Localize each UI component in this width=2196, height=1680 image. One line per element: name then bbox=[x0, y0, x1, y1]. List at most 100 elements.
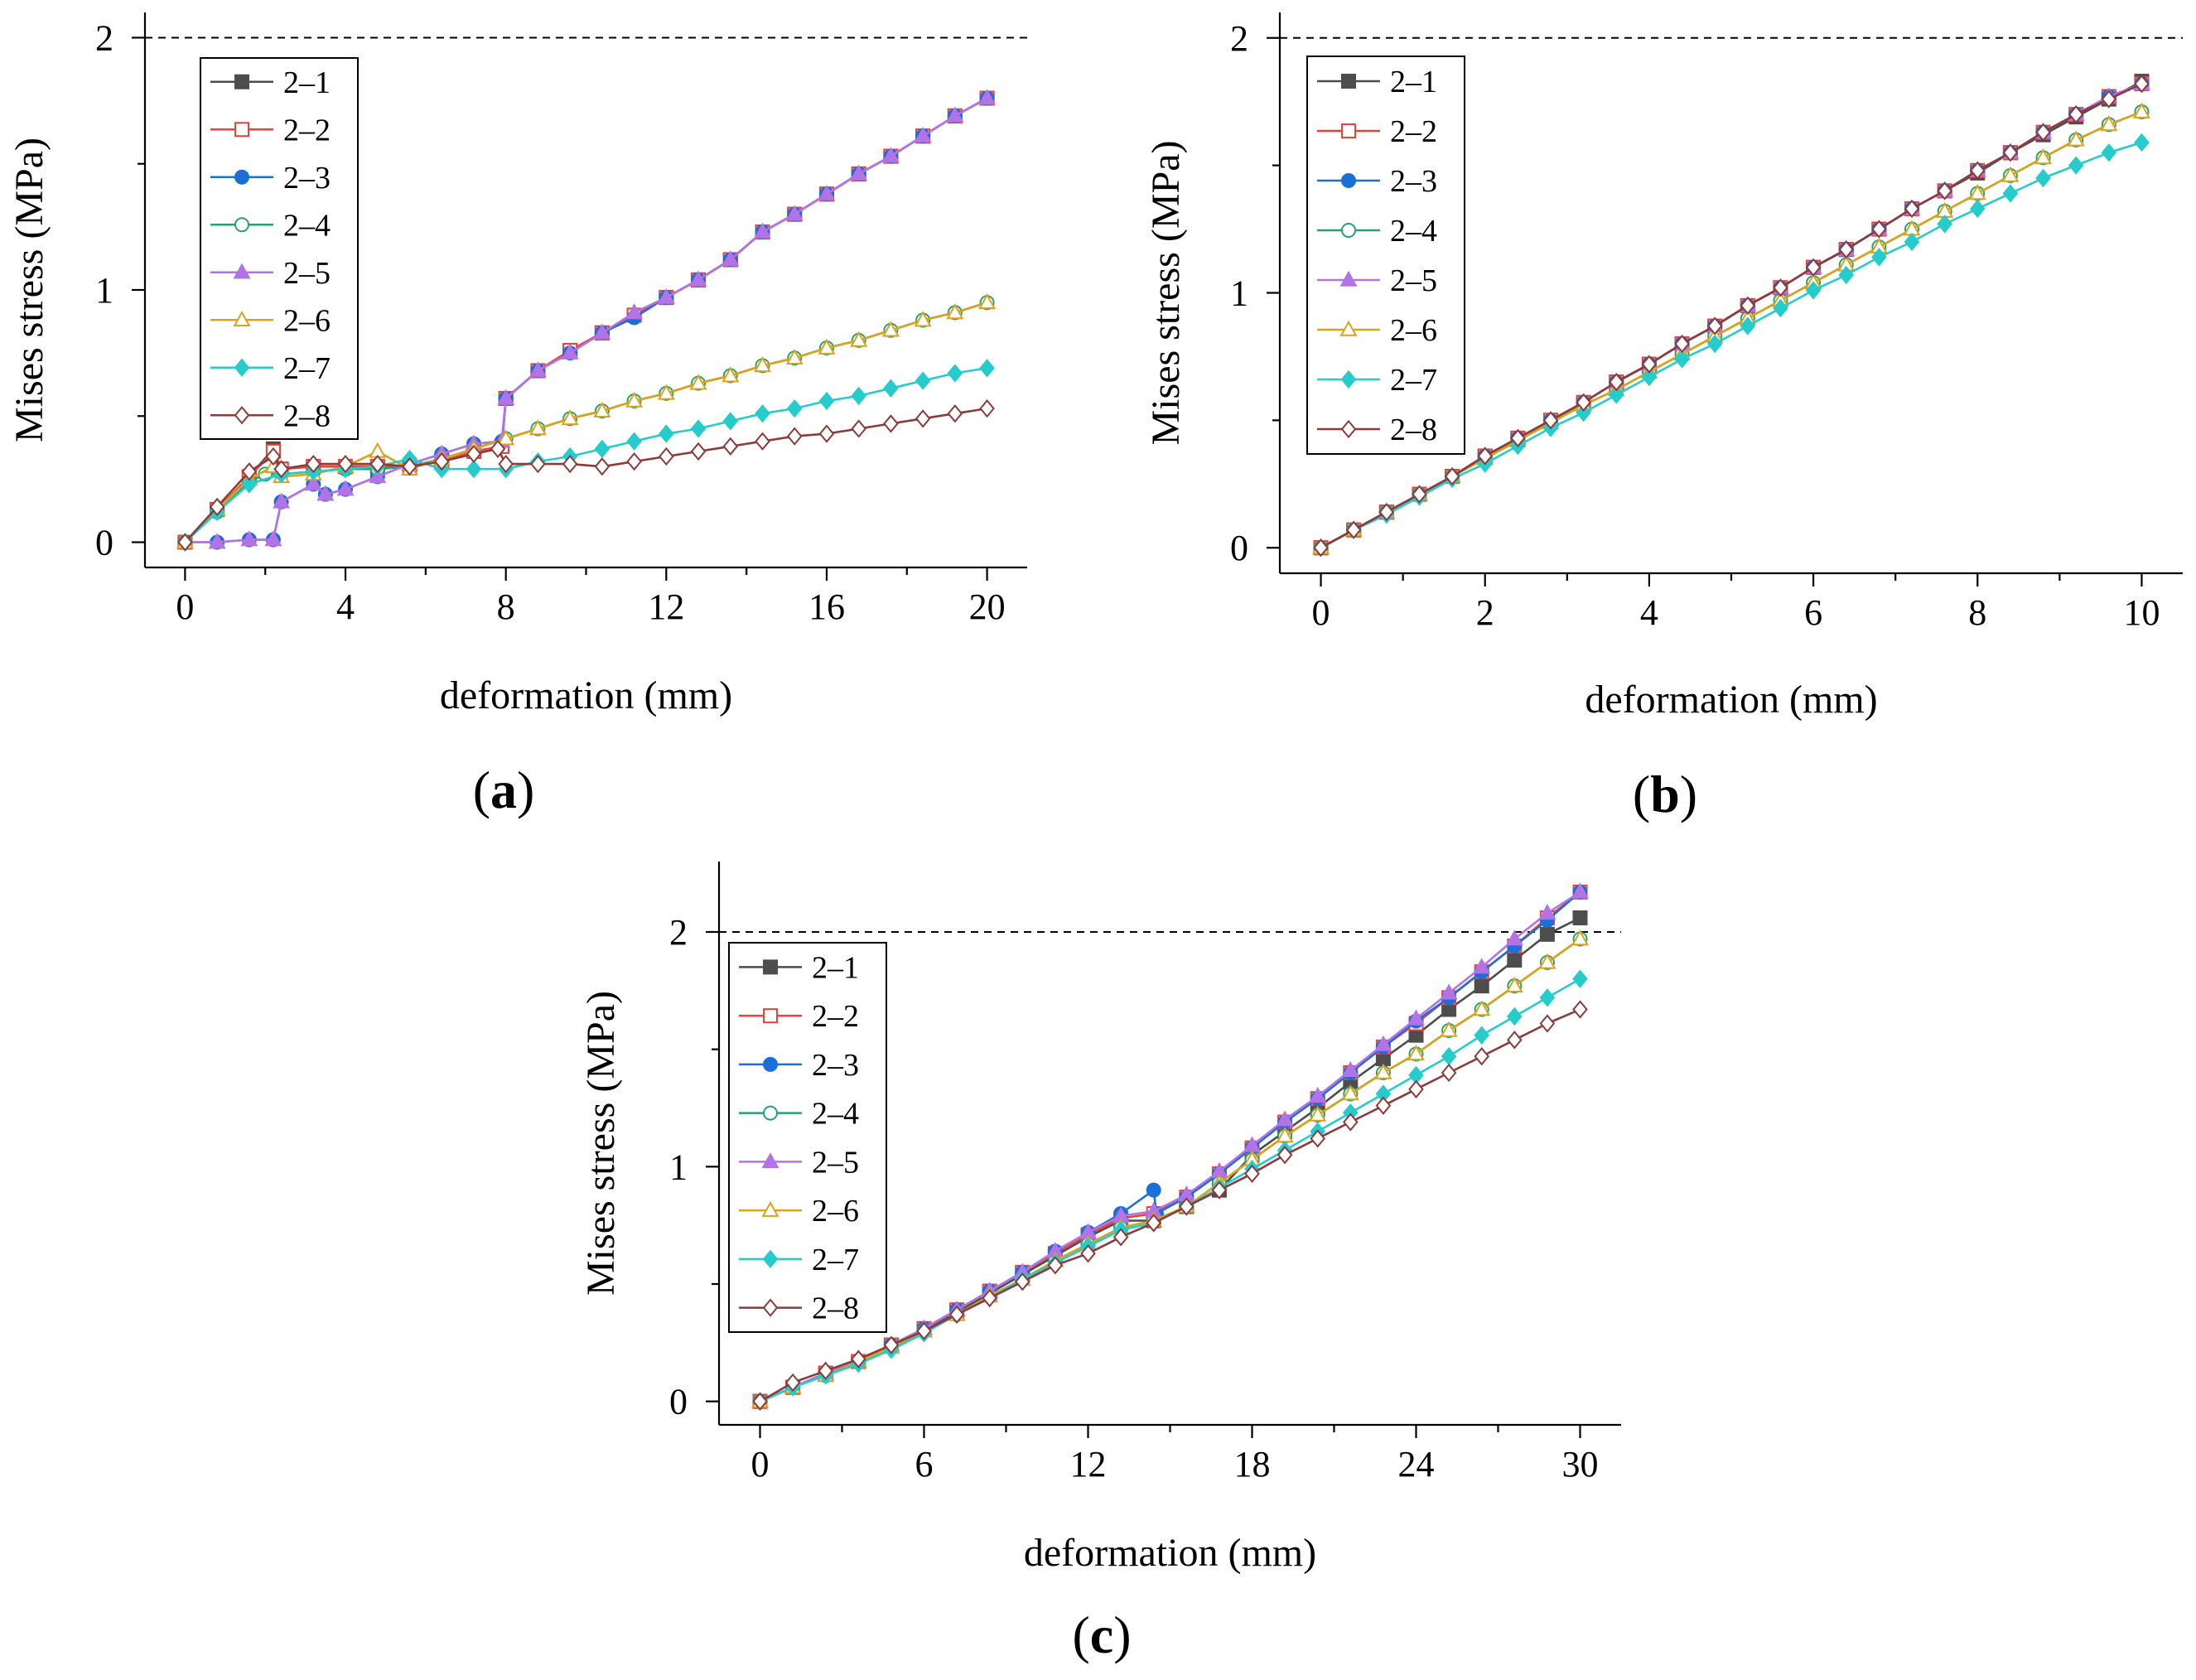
data-point bbox=[626, 432, 642, 451]
data-point bbox=[208, 533, 226, 549]
data-point bbox=[316, 485, 335, 501]
data-point bbox=[1014, 1272, 1030, 1291]
data-point bbox=[1740, 296, 1756, 316]
x-tick-label: 24 bbox=[1398, 1444, 1435, 1484]
data-point bbox=[850, 331, 868, 347]
data-point bbox=[883, 379, 899, 398]
x-tick-label: 0 bbox=[176, 587, 194, 627]
legend-item: 2–3 bbox=[210, 161, 331, 196]
data-point bbox=[1477, 447, 1494, 466]
data-point bbox=[594, 439, 611, 459]
x-tick-label: 16 bbox=[808, 587, 845, 627]
data-point bbox=[1309, 1105, 1327, 1122]
legend-marker bbox=[233, 263, 251, 279]
data-point bbox=[1473, 958, 1491, 974]
data-point bbox=[979, 398, 995, 418]
data-point bbox=[498, 454, 514, 474]
series-line bbox=[1320, 83, 2143, 549]
data-point bbox=[1375, 1096, 1392, 1115]
data-point bbox=[883, 1335, 900, 1354]
data-point bbox=[265, 447, 282, 466]
data-point bbox=[402, 457, 417, 476]
data-point bbox=[1539, 1014, 1556, 1033]
legend-item: 2–7 bbox=[210, 351, 331, 386]
series-2–8 bbox=[1313, 75, 2150, 558]
legend-item: 2–2 bbox=[210, 113, 331, 147]
legend-item: 2–4 bbox=[1317, 214, 1437, 249]
data-point bbox=[1641, 367, 1658, 387]
data-point bbox=[818, 338, 836, 355]
legend-marker bbox=[763, 1056, 778, 1072]
legend-item: 2–8 bbox=[1317, 413, 1437, 447]
data-point bbox=[433, 451, 450, 471]
data-point bbox=[1538, 904, 1557, 920]
series-2–5 bbox=[176, 89, 997, 549]
data-point bbox=[1146, 1214, 1162, 1233]
legend-item: 2–4 bbox=[739, 1097, 859, 1132]
legend-box bbox=[200, 57, 359, 440]
data-point bbox=[1805, 281, 1822, 300]
data-point bbox=[304, 475, 322, 491]
legend-marker bbox=[234, 358, 250, 377]
data-point bbox=[1506, 1007, 1523, 1026]
data-point bbox=[1969, 161, 1986, 180]
panel-b: 0 2 4 6 8 10 0 1 2 deformation (mm) Mises stress (… bbox=[1144, 12, 2183, 823]
data-point bbox=[1904, 232, 1920, 252]
legend-label: 2–6 bbox=[1390, 313, 1437, 348]
data-point bbox=[1047, 1256, 1064, 1275]
data-point bbox=[1505, 976, 1523, 992]
legend-item: 2–6 bbox=[210, 303, 331, 338]
legend-marker bbox=[1339, 320, 1358, 336]
y-tick-label: 1 bbox=[95, 270, 113, 311]
legend-label: 2–6 bbox=[812, 1194, 859, 1229]
legend-item: 2–5 bbox=[210, 256, 331, 291]
data-point bbox=[786, 427, 803, 446]
data-point bbox=[914, 126, 932, 143]
data-point bbox=[466, 460, 482, 479]
data-point bbox=[594, 457, 611, 476]
legend-marker bbox=[763, 1105, 778, 1121]
data-point bbox=[1342, 1113, 1359, 1132]
legend-label: 2–4 bbox=[283, 208, 331, 243]
data-point bbox=[947, 364, 963, 383]
legend-label: 2–7 bbox=[283, 351, 331, 386]
legend-item: 2–8 bbox=[739, 1291, 859, 1326]
data-point bbox=[818, 391, 835, 411]
data-point bbox=[689, 374, 707, 390]
data-point bbox=[2001, 166, 2020, 182]
x-tick-label: 12 bbox=[1070, 1444, 1107, 1484]
data-point bbox=[1505, 929, 1523, 946]
legend-item: 2–7 bbox=[739, 1243, 859, 1277]
data-point bbox=[497, 389, 515, 405]
data-point bbox=[1773, 298, 1788, 318]
data-point bbox=[1408, 1079, 1424, 1098]
data-point bbox=[1441, 1063, 1457, 1083]
legend-marker bbox=[234, 406, 250, 425]
data-point bbox=[2068, 156, 2084, 175]
data-point bbox=[1277, 1146, 1293, 1165]
data-point bbox=[1080, 1244, 1096, 1263]
data-point bbox=[1805, 258, 1822, 277]
data-point bbox=[2134, 75, 2150, 94]
x-tick-label: 6 bbox=[915, 1444, 934, 1484]
data-point bbox=[1572, 969, 1588, 988]
data-point bbox=[1474, 1026, 1490, 1045]
legend-label: 2–8 bbox=[283, 398, 331, 433]
data-point bbox=[1310, 1129, 1326, 1148]
data-point bbox=[1473, 1000, 1491, 1016]
y-tick-label: 2 bbox=[1230, 18, 1248, 59]
data-point bbox=[264, 530, 282, 547]
legend-label: 2–2 bbox=[1390, 114, 1437, 149]
data-point bbox=[1510, 428, 1526, 448]
legend-label: 2–1 bbox=[812, 950, 859, 985]
legend-item: 2–7 bbox=[1317, 363, 1437, 398]
data-point bbox=[1706, 334, 1723, 354]
data-point bbox=[784, 1373, 801, 1393]
data-point bbox=[2035, 168, 2051, 188]
data-point bbox=[1474, 978, 1489, 994]
legend-marker bbox=[234, 122, 249, 138]
legend-item: 2–5 bbox=[1317, 263, 1437, 298]
data-point bbox=[1178, 1197, 1195, 1216]
